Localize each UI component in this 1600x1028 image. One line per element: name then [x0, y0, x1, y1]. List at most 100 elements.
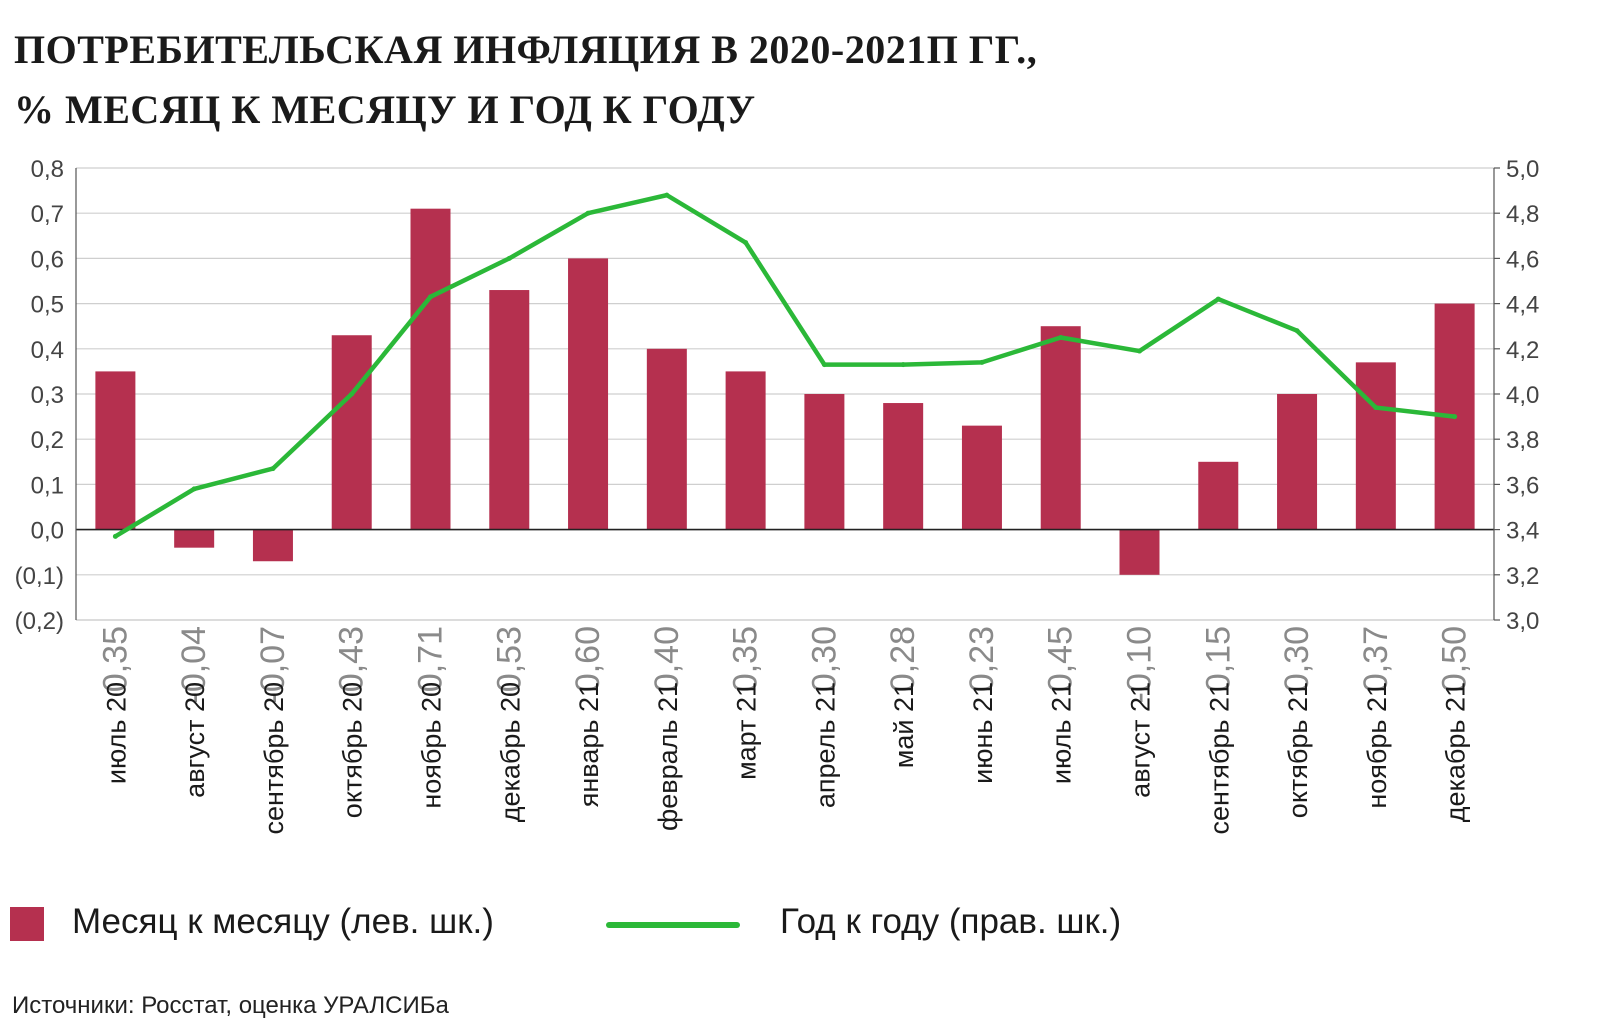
category-label: апрель 21	[810, 682, 840, 808]
labels: 0,8 0,7 0,6 0,5 0,4 0,3 0,2 0,1 0,0 (0,1) (0,2) 5,0…	[15, 156, 1540, 835]
left-tick-label: 0,8	[31, 156, 64, 183]
inflation-chart: 0,8 0,7 0,6 0,5 0,4 0,3 0,2 0,1 0,0 (0,1) (0,2) 5,0…	[15, 156, 1540, 835]
value-label: 0,28	[884, 626, 922, 692]
category-label: март 21	[732, 682, 762, 780]
yoy-point	[585, 210, 591, 216]
value-label: 0,45	[1042, 626, 1080, 692]
left-tick-label: 0,3	[31, 382, 64, 409]
source-note: Источники: Росстат, оценка УРАЛСИБа	[12, 992, 449, 1019]
legend-line-swatch	[606, 922, 740, 928]
value-label: 0,35	[727, 626, 765, 692]
category-label: июнь 21	[968, 682, 998, 784]
category-label: октябрь 20	[338, 682, 368, 818]
axes	[75, 167, 1500, 621]
value-label: -0,04	[175, 626, 213, 704]
right-tick-label: 4,0	[1506, 382, 1539, 409]
right-tick-label: 5,0	[1506, 156, 1539, 183]
category-label: август 21	[1126, 682, 1156, 798]
category-label: февраль 21	[653, 682, 683, 831]
left-tick-label: 0,4	[31, 337, 64, 364]
left-tick-label: 0,1	[31, 472, 64, 499]
left-tick-label: 0,6	[31, 246, 64, 273]
bar-октябрь-21	[1277, 394, 1318, 530]
category-label: декабрь 21	[1441, 682, 1471, 822]
value-label: 0,60	[569, 626, 607, 692]
grid	[76, 167, 1494, 621]
yoy-point	[349, 391, 355, 397]
category-label: август 20	[180, 682, 210, 798]
yoy-point	[1452, 414, 1458, 420]
bar-октябрь-20	[331, 335, 372, 530]
yoy-polyline	[113, 192, 1457, 539]
bar-сентябрь-21	[1198, 461, 1239, 530]
yoy-line	[112, 192, 1458, 539]
category-label: июль 21	[1047, 682, 1077, 784]
right-tick-label: 3,8	[1506, 427, 1539, 454]
bar-июнь-21	[961, 425, 1002, 530]
bar-апрель-21	[804, 394, 845, 530]
category-label: октябрь 21	[1283, 682, 1313, 818]
yoy-point	[270, 466, 276, 472]
value-label: 0,53	[490, 626, 528, 692]
yoy-point	[1294, 328, 1300, 334]
value-label: 0,15	[1199, 626, 1237, 692]
right-tick-label: 3,4	[1506, 518, 1539, 545]
value-label: 0,40	[648, 626, 686, 692]
legend-bar-label: Месяц к месяцу (лев. шк.)	[72, 902, 494, 941]
value-label: 0,30	[805, 626, 843, 692]
category-label: ноябрь 21	[1362, 682, 1392, 809]
category-label: сентябрь 20	[259, 682, 289, 835]
yoy-point	[743, 240, 749, 246]
yoy-point	[506, 255, 512, 261]
bar-февраль-21	[646, 348, 687, 530]
right-tick-label: 4,4	[1506, 292, 1539, 319]
value-label: -0,10	[1121, 626, 1159, 704]
yoy-point	[1215, 296, 1221, 302]
bar-ноябрь-21	[1355, 362, 1396, 530]
yoy-point	[979, 359, 985, 365]
value-label: 0,37	[1357, 626, 1395, 692]
yoy-point	[191, 486, 197, 492]
bar-ноябрь-20	[410, 208, 451, 530]
category-label: июль 20	[101, 682, 131, 784]
value-label: 0,43	[333, 626, 371, 692]
right-tick-label: 4,6	[1506, 246, 1539, 273]
left-tick-label: (0,2)	[15, 608, 64, 635]
legend: Месяц к месяцу (лев. шк.) Год к году (пр…	[0, 900, 1600, 960]
left-tick-label: 0,2	[31, 427, 64, 454]
bar-август-20	[174, 529, 215, 548]
bar-январь-21	[568, 258, 609, 530]
category-label: январь 21	[574, 682, 604, 807]
left-tick-label: (0,1)	[15, 563, 64, 590]
right-tick-label: 4,8	[1506, 201, 1539, 228]
yoy-point	[821, 362, 827, 368]
category-label: декабрь 20	[495, 682, 525, 822]
yoy-point	[664, 192, 670, 198]
value-label: 0,30	[1278, 626, 1316, 692]
bars	[95, 208, 1475, 575]
bar-июль-21	[1040, 326, 1081, 530]
right-tick-label: 4,2	[1506, 337, 1539, 364]
right-tick-label: 3,2	[1506, 563, 1539, 590]
bar-декабрь-20	[489, 290, 530, 530]
chart-title-line1: ПОТРЕБИТЕЛЬСКАЯ ИНФЛЯЦИЯ В 2020-2021П ГГ…	[14, 27, 1038, 72]
yoy-point	[1137, 348, 1142, 354]
yoy-point	[428, 294, 433, 300]
bar-август-21	[1119, 529, 1160, 575]
left-tick-label: 0,7	[31, 201, 64, 228]
yoy-point	[900, 362, 906, 368]
bar-июль-20	[95, 371, 136, 530]
value-label: 0,23	[963, 626, 1001, 692]
category-label: сентябрь 21	[1204, 682, 1234, 835]
left-tick-label: 0,0	[31, 518, 64, 545]
yoy-point	[112, 533, 118, 539]
legend-line-label: Год к году (прав. шк.)	[780, 902, 1122, 941]
chart-title-line2: % МЕСЯЦ К МЕСЯЦУ И ГОД К ГОДУ	[14, 87, 756, 132]
category-label: май 21	[889, 682, 919, 768]
yoy-point	[1373, 405, 1379, 411]
bar-май-21	[883, 403, 924, 530]
right-tick-label: 3,0	[1506, 608, 1539, 635]
category-label: ноябрь 20	[417, 682, 447, 809]
bar-сентябрь-20	[252, 529, 293, 562]
left-tick-label: 0,5	[31, 292, 64, 319]
